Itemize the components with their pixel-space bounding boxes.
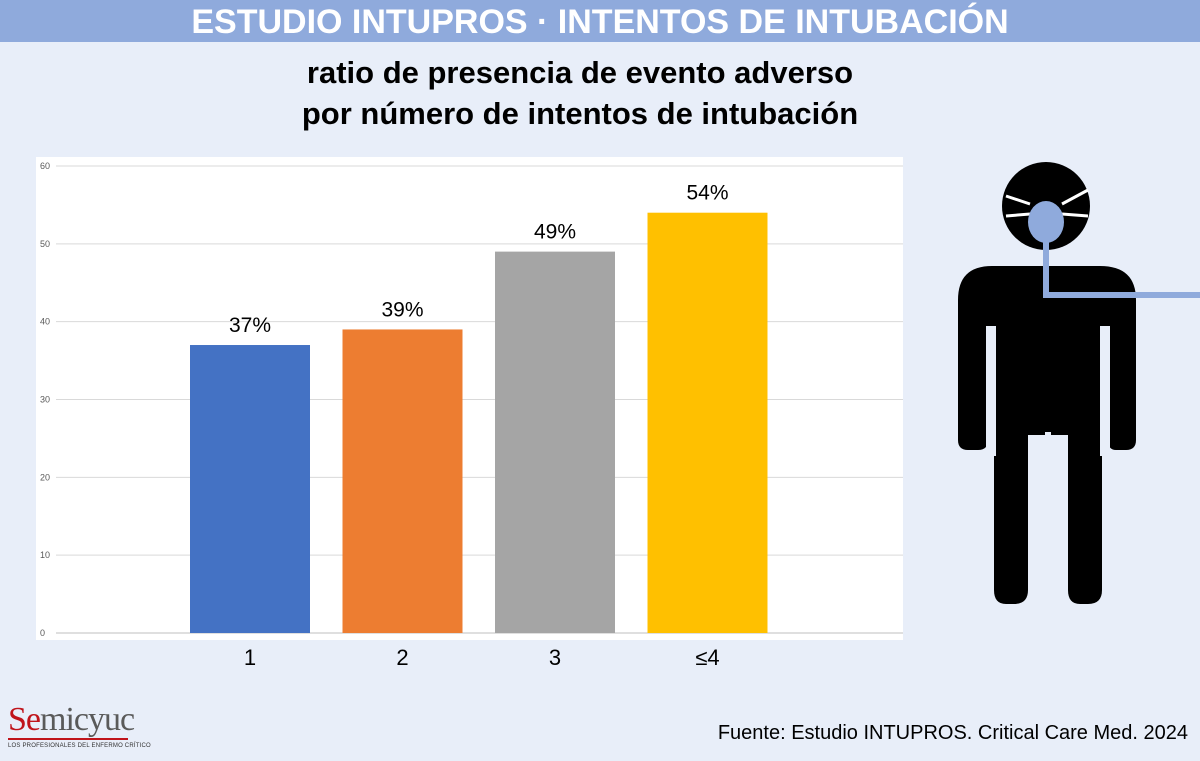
x-tick-label: 1	[244, 645, 256, 670]
y-tick-label: 10	[40, 550, 50, 560]
data-label: 54%	[686, 182, 728, 205]
mask	[1028, 201, 1064, 243]
logo-wordmark: Semicyuc	[8, 701, 135, 738]
bar	[495, 251, 615, 633]
y-tick-label: 50	[40, 239, 50, 249]
data-label: 37%	[229, 314, 271, 337]
y-tick-label: 60	[40, 161, 50, 171]
bar	[647, 212, 768, 633]
logo-underline	[8, 738, 128, 740]
data-label: 39%	[381, 298, 423, 321]
y-tick-label: 20	[40, 472, 50, 482]
x-tick-label: ≤4	[695, 645, 719, 670]
x-tick-label: 2	[396, 645, 408, 670]
semicyuc-logo: Semicyuc LOS PROFESIONALES DEL ENFERMO C…	[8, 700, 151, 756]
title-banner: ESTUDIO INTUPROS · INTENTOS DE INTUBACIÓ…	[0, 0, 1200, 42]
subtitle-line-1: ratio de presencia de evento adverso	[306, 55, 854, 90]
intubated-patient-icon	[958, 162, 1200, 607]
bar	[190, 345, 310, 633]
x-tick-label: 3	[549, 645, 561, 670]
chart-subtitle: ratio de presencia de evento adverso por…	[0, 52, 1160, 134]
y-tick-label: 40	[40, 317, 50, 327]
y-tick-label: 0	[40, 628, 45, 638]
bar-chart: 0 10 20 30 40 50 60 37% 1 39% 2 49% 3 54% ≤4	[40, 161, 903, 670]
data-label: 49%	[534, 221, 576, 244]
bar	[342, 329, 463, 633]
logo-tagline: LOS PROFESIONALES DEL ENFERMO CRÍTICO	[8, 743, 151, 749]
tube	[1043, 238, 1200, 298]
y-tick-label: 30	[40, 395, 50, 405]
source-note: Fuente: Estudio INTUPROS. Critical Care …	[717, 722, 1188, 744]
subtitle-line-2: por número de intentos de intubación	[301, 96, 859, 131]
